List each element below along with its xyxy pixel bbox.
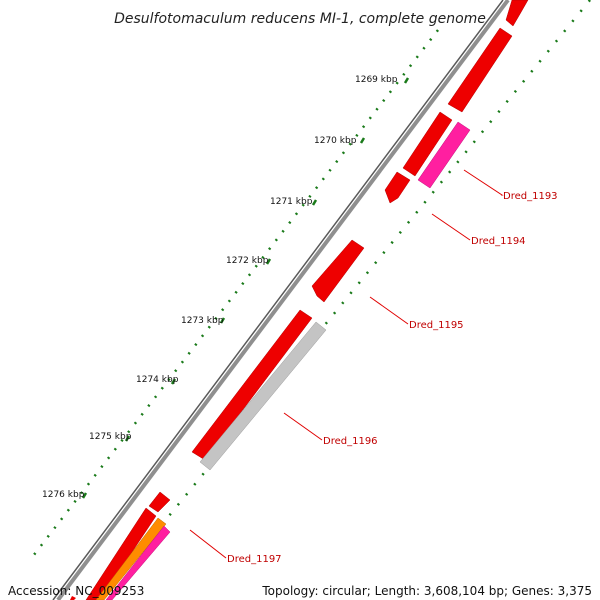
- genome-backbone-edge: [52, 0, 504, 600]
- gene-feature[interactable]: [311, 239, 365, 303]
- gene-feature[interactable]: [70, 596, 76, 600]
- gene-feature[interactable]: [505, 0, 529, 27]
- gene-feature-orange[interactable]: [95, 517, 167, 600]
- tick-label-1270: 1270 kbp: [314, 136, 357, 146]
- accession-text: Accession: NC_009253: [8, 584, 145, 598]
- gene-features: [70, 0, 529, 600]
- genome-backbone: [56, 0, 510, 600]
- genome-title: Desulfotomaculum reducens MI-1, complete…: [114, 11, 486, 27]
- tick-label-1275: 1275 kbp: [89, 432, 132, 442]
- gene-label-dred-1197[interactable]: Dred_1197: [227, 554, 282, 565]
- tick-label-1269: 1269 kbp: [355, 75, 398, 85]
- tick-label-1272: 1272 kbp: [226, 256, 269, 266]
- tick-label-1276: 1276 kbp: [42, 490, 85, 500]
- gene-feature-gray[interactable]: [199, 321, 327, 471]
- gene-feature[interactable]: [148, 491, 171, 513]
- label-leader-lines: [189, 169, 504, 559]
- gene-label-dred-1196[interactable]: Dred_1196: [323, 436, 378, 447]
- tick-label-1274: 1274 kbp: [136, 375, 179, 385]
- gene-feature[interactable]: [402, 111, 453, 177]
- tick-label-1271: 1271 kbp: [270, 197, 313, 207]
- gene-label-dred-1194[interactable]: Dred_1194: [471, 236, 526, 247]
- gene-feature[interactable]: [384, 171, 411, 204]
- gene-label-dred-1193[interactable]: Dred_1193: [503, 191, 558, 202]
- outer-tick-ring: [29, 29, 439, 561]
- gene-feature[interactable]: [191, 309, 313, 461]
- gene-feature-magenta[interactable]: [417, 121, 471, 189]
- tick-label-1273: 1273 kbp: [181, 316, 224, 326]
- inner-tick-ring: [101, 0, 591, 599]
- gene-label-dred-1195[interactable]: Dred_1195: [409, 320, 464, 331]
- gene-feature-magenta[interactable]: [105, 525, 171, 600]
- kbp-tick-marks: [81, 77, 410, 499]
- gene-feature[interactable]: [85, 507, 157, 600]
- genome-summary-text: Topology: circular; Length: 3,608,104 bp…: [262, 584, 592, 598]
- gene-feature[interactable]: [447, 27, 513, 113]
